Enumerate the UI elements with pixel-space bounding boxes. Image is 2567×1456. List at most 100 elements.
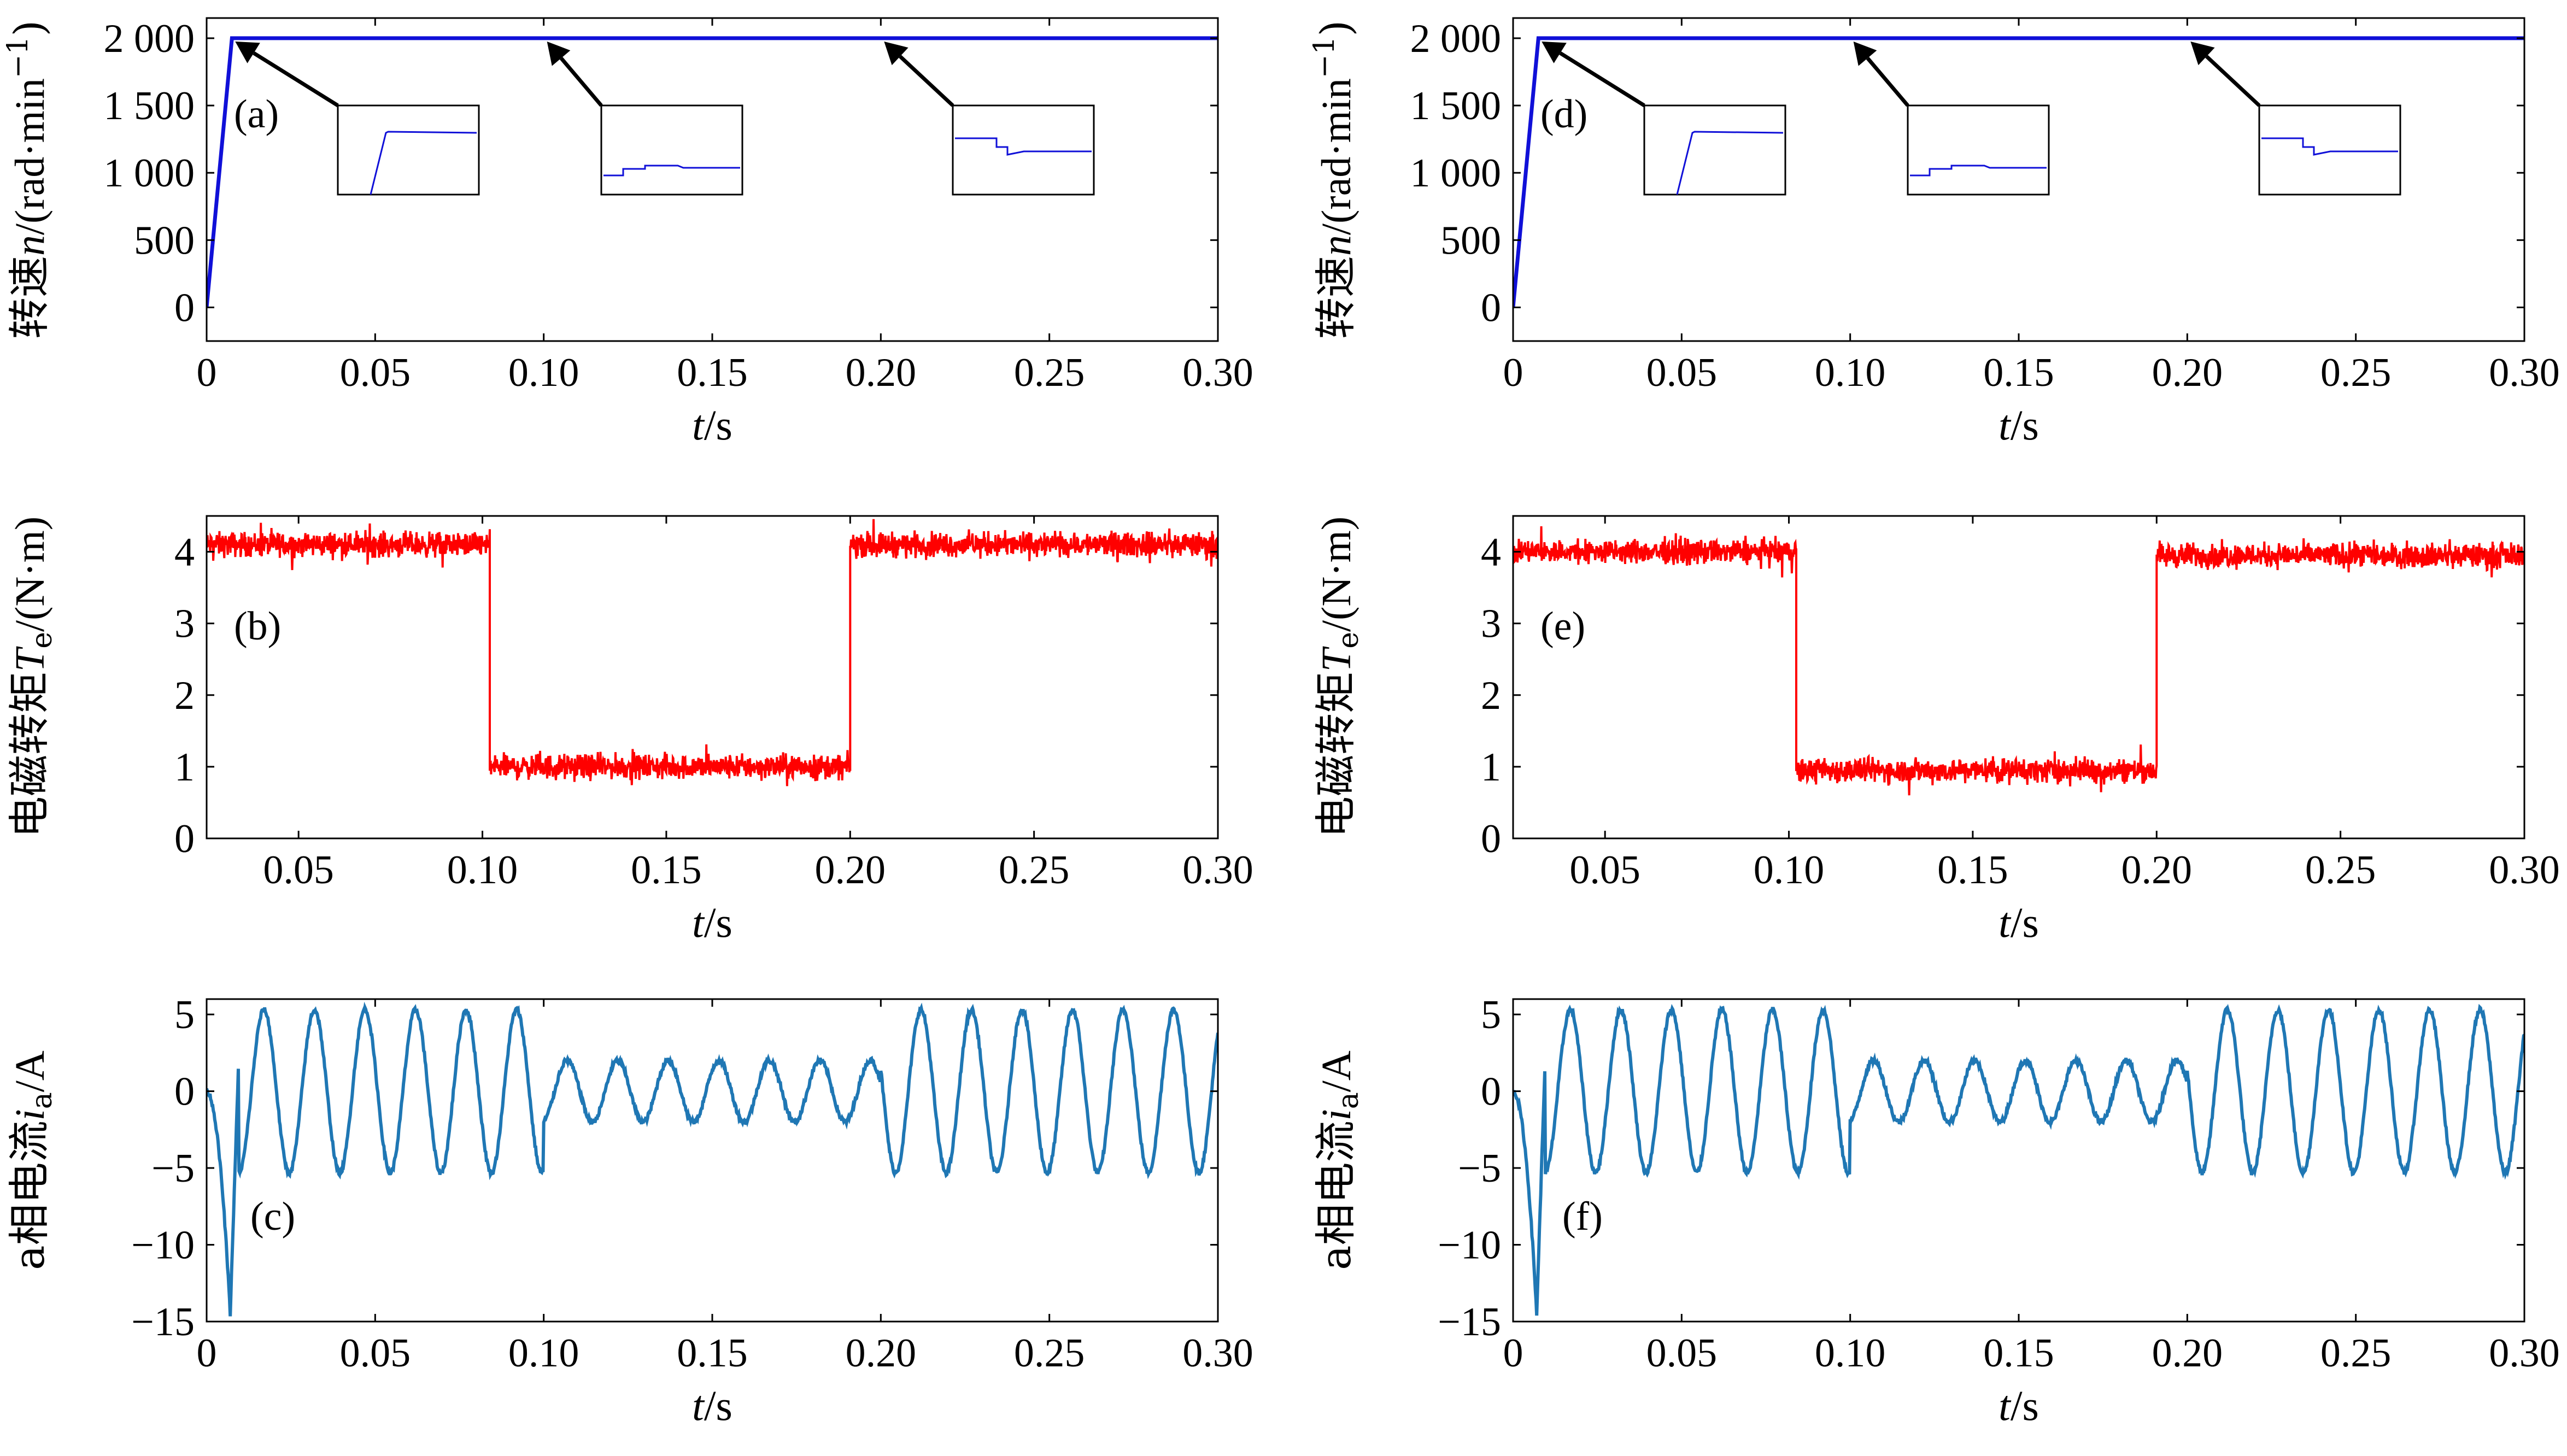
zoom-arrow (253, 51, 339, 107)
x-tick-label: 0.05 (263, 848, 334, 893)
x-tick-label: 0.15 (1983, 1331, 2054, 1376)
zoom-inset (1907, 104, 2050, 196)
x-tick-label: 0.25 (2320, 1331, 2392, 1376)
x-tick-label: 0.10 (1815, 1331, 1886, 1376)
x-axis-label: t/s (1998, 401, 2039, 449)
y-tick-label: −15 (131, 1300, 195, 1345)
x-tick-label: 0.10 (508, 1331, 579, 1376)
y-axis-label: a相电流ia/A (1311, 1050, 1365, 1270)
zoom-arrow (2205, 55, 2261, 107)
panel-label: (e) (1540, 604, 1585, 649)
x-tick-label: 0.20 (846, 1331, 917, 1376)
y-tick-label: 1 500 (104, 84, 195, 128)
chart-b-torque: 0.05 0.10 0.15 0.20 0.25 0.30 0 1 2 3 4 t/s 电磁转矩Te/(… (5, 515, 1253, 946)
current-line (207, 1001, 1218, 1317)
y-tick-label: 1 500 (1410, 84, 1502, 128)
zoom-arrowhead (235, 41, 260, 63)
y-tick-label: −5 (1458, 1146, 1501, 1191)
plot-frame (206, 515, 1219, 839)
x-tick-label: 0.20 (2121, 848, 2193, 893)
panel-label: (c) (250, 1194, 295, 1239)
x-tick-label: 0.30 (2489, 1331, 2560, 1376)
x-tick-label: 0 (1503, 1331, 1523, 1376)
x-tick-label: 0.15 (631, 848, 702, 893)
x-tick-label: 0 (1503, 350, 1523, 395)
x-tick-label: 0.20 (815, 848, 886, 893)
y-axis-label: 电磁转矩Te/(N·m) (5, 516, 58, 838)
x-tick-label: 0.05 (340, 1331, 411, 1376)
y-tick-label: 5 (174, 993, 195, 1037)
x-axis-label: t/s (692, 401, 732, 449)
zoom-arrow (559, 57, 603, 107)
chart-c-current: 0 0.05 0.10 0.15 0.20 0.25 0.30 −15 −10 −5 0 5 t/s a相… (5, 993, 1253, 1429)
zoom-arrow (899, 55, 954, 107)
y-tick-label: 2 (1481, 673, 1501, 718)
y-tick-label: 2 (174, 673, 195, 718)
speed-line (1513, 36, 2524, 308)
x-tick-label: 0.05 (340, 350, 411, 395)
x-axis-label: t/s (1998, 1382, 2039, 1429)
x-tick-label: 0.25 (1014, 1331, 1085, 1376)
x-tick-label: 0.30 (1182, 350, 1253, 395)
y-axis-label: a相电流ia/A (5, 1050, 58, 1270)
x-tick-label: 0.25 (1014, 350, 1085, 395)
zoom-arrow (1559, 51, 1645, 107)
y-tick-label: 2 000 (1410, 16, 1502, 61)
x-tick-label: 0.20 (2152, 1331, 2223, 1376)
panel-label: (d) (1540, 92, 1587, 137)
y-tick-label: −10 (1438, 1223, 1501, 1268)
x-tick-label: 0.30 (2489, 848, 2560, 893)
x-tick-label: 0.10 (447, 848, 518, 893)
x-tick-label: 0 (197, 1331, 217, 1376)
y-tick-label: 1 (174, 745, 195, 790)
torque-line (207, 519, 1218, 786)
y-tick-label: 0 (174, 285, 195, 330)
y-tick-label: 2 000 (104, 16, 195, 61)
zoom-detail-line (1910, 165, 2047, 177)
zoom-inset (952, 104, 1095, 196)
x-axis-label: t/s (1998, 899, 2039, 946)
y-tick-label: 0 (1481, 285, 1501, 330)
y-tick-label: −10 (131, 1223, 195, 1268)
zoom-arrowhead (1853, 41, 1877, 66)
x-tick-label: 0.05 (1646, 350, 1718, 395)
zoom-inset (1643, 104, 1786, 196)
zoom-detail-line (370, 131, 477, 195)
x-tick-label: 0.30 (1182, 848, 1253, 893)
x-tick-label: 0.25 (2320, 350, 2392, 395)
zoom-inset (337, 104, 480, 196)
x-tick-label: 0.20 (2152, 350, 2223, 395)
x-tick-label: 0.25 (999, 848, 1070, 893)
x-tick-label: 0.15 (1937, 848, 2008, 893)
torque-line (1513, 526, 2524, 796)
x-tick-label: 0.15 (677, 350, 748, 395)
y-tick-label: 0 (174, 1070, 195, 1114)
x-tick-label: 0.15 (1983, 350, 2054, 395)
zoom-arrowhead (2190, 41, 2215, 66)
y-axis-label: 转速n/(rad·min−1) (2, 20, 54, 339)
zoom-detail-line (2261, 137, 2398, 156)
y-tick-label: −5 (151, 1146, 195, 1191)
x-tick-label: 0.05 (1569, 848, 1640, 893)
panel-label: (a) (234, 92, 279, 137)
chart-d-speed: 0 0.05 0.10 0.15 0.20 0.25 0.30 0 500 1 000 1 500 2… (1308, 16, 2560, 449)
chart-f-current: 0 0.05 0.10 0.15 0.20 0.25 0.30 −15 −10 −5 0 5 t/s a相… (1311, 993, 2560, 1429)
y-tick-label: 5 (1481, 993, 1501, 1037)
y-axis-label: 转速n/(rad·min−1) (1308, 20, 1360, 339)
x-axis-label: t/s (692, 1382, 732, 1429)
y-tick-label: 3 (1481, 602, 1501, 647)
zoom-arrowhead (1542, 41, 1567, 63)
x-tick-label: 0.10 (1754, 848, 1825, 893)
zoom-detail-line (1676, 131, 1784, 195)
x-tick-label: 0.10 (508, 350, 579, 395)
y-tick-label: 0 (174, 817, 195, 861)
y-tick-label: 1 000 (104, 151, 195, 196)
zoom-arrowhead (547, 41, 571, 66)
zoom-arrow (1866, 57, 1909, 107)
panel-label: (f) (1562, 1194, 1603, 1239)
chart-a-speed: 0 0.05 0.10 0.15 0.20 0.25 0.30 0 500 1 000 1 500 2… (2, 16, 1253, 449)
zoom-inset (2258, 104, 2401, 196)
zoom-arrowhead (884, 41, 909, 66)
y-tick-label: 500 (134, 218, 195, 263)
